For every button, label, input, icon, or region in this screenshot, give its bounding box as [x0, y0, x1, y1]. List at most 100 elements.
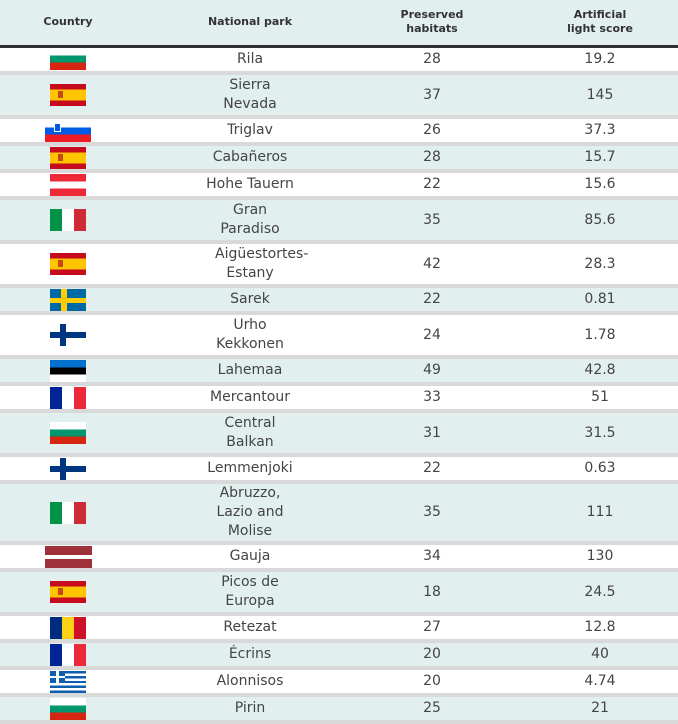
flag-slovenia-icon	[45, 119, 91, 142]
country-cell	[0, 171, 136, 200]
park-cell: Écrins	[136, 641, 364, 670]
table-row: Lemmenjoki 22 0.63	[0, 455, 678, 484]
park-name: Alonnisos	[216, 673, 284, 689]
park-name: Sarek	[230, 291, 270, 307]
header-habitats-label: Preserved habitats	[400, 8, 464, 36]
park-cell: Urho Kekkonen	[136, 313, 364, 359]
light-score-cell: 19.2	[500, 46, 678, 75]
park-cell: Gauja	[136, 543, 364, 572]
country-cell	[0, 73, 136, 119]
park-name: Hohe Tauern	[206, 176, 294, 192]
flag-spain-icon	[50, 84, 86, 106]
country-cell	[0, 614, 136, 643]
park-cell: Aigüestortes-Estany	[136, 242, 364, 288]
park-name: Aigüestortes-Estany	[215, 246, 309, 281]
table-row: Picos de Europa 18 24.5	[0, 570, 678, 616]
habitats-cell: 22	[364, 171, 500, 200]
habitats-cell: 28	[364, 46, 500, 75]
light-score-cell: 21	[500, 695, 678, 724]
flag-italy-icon	[50, 501, 86, 524]
habitats-cell: 49	[364, 357, 500, 386]
habitats-cell: 18	[364, 570, 500, 616]
light-score-cell: 15.7	[500, 144, 678, 173]
park-cell: Cabañeros	[136, 144, 364, 173]
table-row: Triglav 26 37.3	[0, 117, 678, 146]
table-row: Alonnisos 20 4.74	[0, 668, 678, 697]
park-name: Triglav	[227, 122, 273, 138]
park-name: Mercantour	[210, 389, 290, 405]
park-cell: Lahemaa	[136, 357, 364, 386]
park-name: Lemmenjoki	[207, 460, 293, 476]
header-habitats[interactable]: Preserved habitats	[364, 0, 500, 48]
country-cell	[0, 695, 136, 724]
park-name: Sierra Nevada	[223, 77, 277, 112]
header-park[interactable]: National park	[136, 0, 364, 48]
table-row: Abruzzo, Lazio and Molise 35 111	[0, 482, 678, 545]
country-cell	[0, 482, 136, 545]
flag-austria-icon	[50, 173, 86, 196]
park-cell: Triglav	[136, 117, 364, 146]
light-score-cell: 51	[500, 384, 678, 413]
park-name: Cabañeros	[212, 149, 288, 165]
header-light[interactable]: Artificial light score	[500, 0, 678, 48]
flag-bulgaria-icon	[50, 48, 86, 71]
habitats-cell: 37	[364, 73, 500, 119]
flag-finland-icon	[50, 324, 86, 346]
table-row: Sarek 22 0.81	[0, 286, 678, 315]
habitats-cell: 20	[364, 668, 500, 697]
header-country[interactable]: Country	[0, 0, 136, 48]
park-cell: Sarek	[136, 286, 364, 315]
table-row: Lahemaa 49 42.8	[0, 357, 678, 386]
light-score-cell: 40	[500, 641, 678, 670]
table-row: Retezat 27 12.8	[0, 614, 678, 643]
light-score-cell: 15.6	[500, 171, 678, 200]
habitats-cell: 27	[364, 614, 500, 643]
park-name: Gran Paradiso	[220, 202, 280, 237]
habitats-cell: 24	[364, 313, 500, 359]
park-name: Urho Kekkonen	[216, 317, 284, 352]
country-cell	[0, 455, 136, 484]
habitats-cell: 42	[364, 242, 500, 288]
park-name: Lahemaa	[217, 362, 283, 378]
light-score-cell: 85.6	[500, 198, 678, 244]
flag-france-icon	[50, 386, 86, 409]
country-cell	[0, 198, 136, 244]
habitats-cell: 25	[364, 695, 500, 724]
park-name: Rila	[236, 50, 264, 67]
flag-spain-icon	[50, 146, 86, 169]
table-row: Hohe Tauern 22 15.6	[0, 171, 678, 200]
park-cell: Abruzzo, Lazio and Molise	[136, 482, 364, 545]
park-name: Abruzzo, Lazio and Molise	[216, 485, 284, 539]
country-cell	[0, 384, 136, 413]
habitats-cell: 33	[364, 384, 500, 413]
table-row: Gauja 34 130	[0, 543, 678, 572]
park-cell: Sierra Nevada	[136, 73, 364, 119]
habitats-cell: 35	[364, 198, 500, 244]
table-row: Aigüestortes-Estany 42 28.3	[0, 242, 678, 288]
table-row: Pirin 25 21	[0, 695, 678, 724]
park-cell: Rila	[136, 46, 364, 75]
flag-bulgaria-icon	[50, 422, 86, 444]
park-name: Gauja	[229, 548, 271, 564]
country-cell	[0, 570, 136, 616]
table-row: Sierra Nevada 37 145	[0, 73, 678, 119]
header-light-label: Artificial light score	[567, 8, 633, 36]
park-cell: Hohe Tauern	[136, 171, 364, 200]
light-score-cell: 0.81	[500, 286, 678, 315]
habitats-cell: 20	[364, 641, 500, 670]
table-row: Rila 28 19.2	[0, 46, 678, 75]
table-row: Écrins 20 40	[0, 641, 678, 670]
light-score-cell: 145	[500, 73, 678, 119]
flag-greece-icon	[50, 670, 86, 693]
habitats-cell: 22	[364, 455, 500, 484]
park-cell: Alonnisos	[136, 668, 364, 697]
light-score-cell: 1.78	[500, 313, 678, 359]
flag-sweden-icon	[50, 288, 86, 311]
header-row: Country National park Preserved habitats…	[0, 0, 678, 48]
country-cell	[0, 357, 136, 386]
park-cell: Gran Paradiso	[136, 198, 364, 244]
park-cell: Lemmenjoki	[136, 455, 364, 484]
light-score-cell: 24.5	[500, 570, 678, 616]
table-row: Gran Paradiso 35 85.6	[0, 198, 678, 244]
